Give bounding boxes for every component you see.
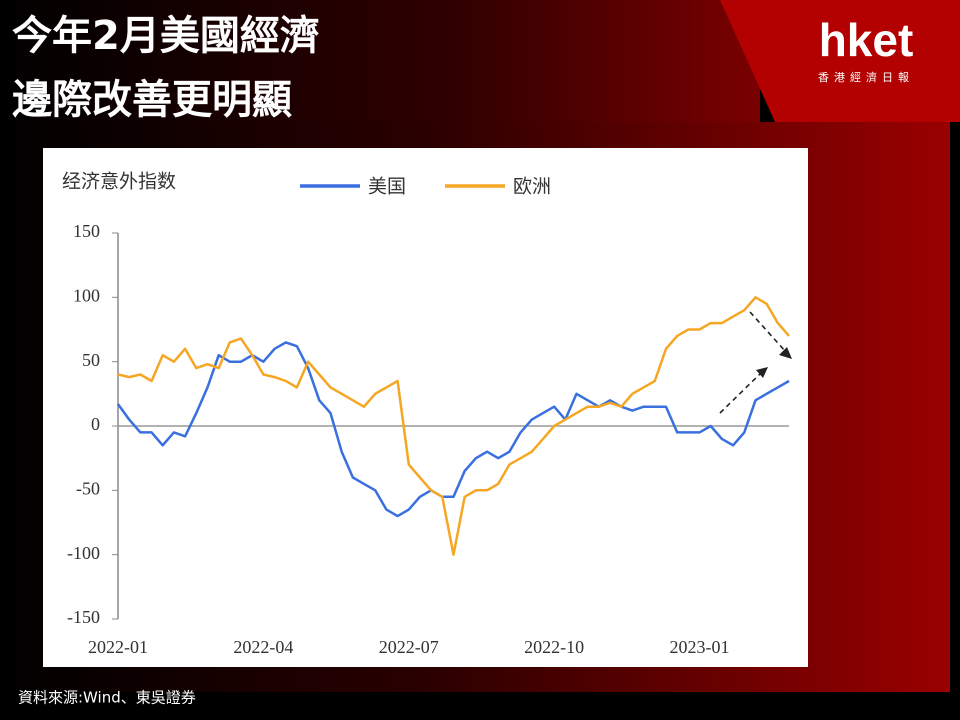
source-note: 資料來源:Wind、東吳證券 [18, 689, 196, 707]
x-tick-label: 2022-01 [88, 637, 148, 657]
legend-label: 欧洲 [513, 176, 551, 198]
arrow-head [779, 347, 792, 359]
y-tick-label: 100 [73, 285, 100, 305]
y-tick-label: -100 [67, 543, 100, 563]
data-line [117, 296, 790, 556]
x-tick-label: 2023-01 [670, 637, 730, 657]
chart-title: 经济意外指数 [62, 171, 176, 193]
slide-title: 邊際改善更明顯 [12, 77, 292, 123]
logo-subtitle: 香港經濟日報 [818, 70, 914, 84]
chart-panel [43, 148, 808, 667]
title-band [0, 0, 760, 122]
plot-area: -150 -100 -50 0 50 100 150 2022-01 2022-04 2022-0… [67, 176, 790, 657]
y-tick-label: 50 [82, 350, 100, 370]
slide-title: 今年2月美國經濟 [12, 13, 320, 59]
annotation-arrow [719, 371, 763, 414]
y-tick-label: 0 [91, 414, 100, 434]
y-tick-label: -50 [76, 478, 100, 498]
x-tick-label: 2022-10 [524, 637, 584, 657]
x-tick-label: 2022-07 [379, 637, 439, 657]
y-tick-label: 150 [73, 221, 100, 241]
logo-band [720, 0, 960, 122]
arrow-head [756, 367, 768, 378]
y-tick-label: -150 [67, 607, 100, 627]
data-line [116, 341, 790, 518]
legend-label: 美国 [368, 176, 406, 198]
logo: hket [819, 14, 914, 66]
x-tick-label: 2022-04 [233, 637, 293, 657]
